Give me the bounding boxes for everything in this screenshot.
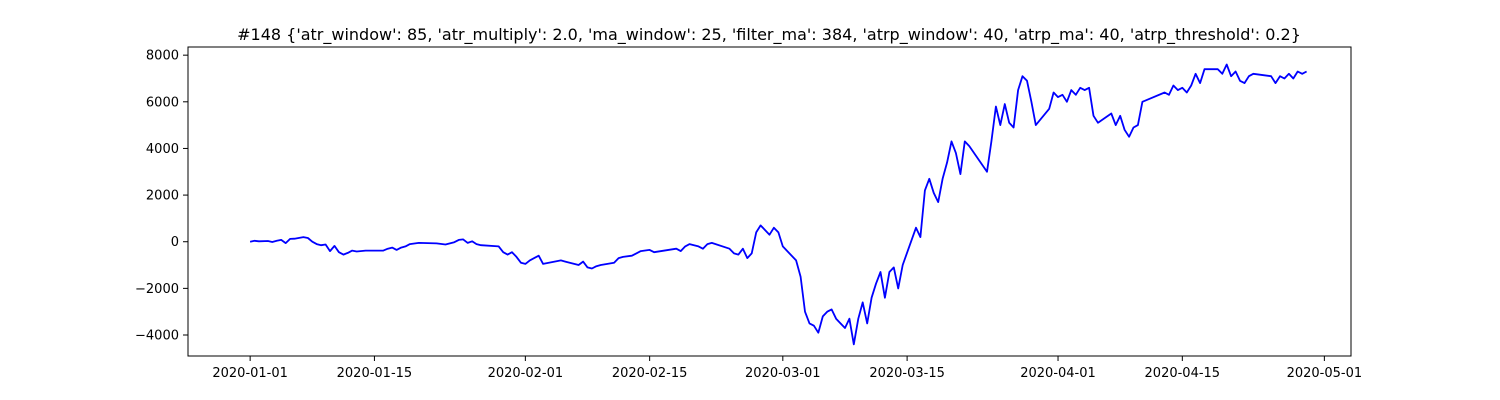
series-layer	[249, 63, 1308, 346]
plot-area-frame	[187, 46, 1352, 357]
x-tick-label: 2020-02-01	[488, 366, 564, 381]
y-tick-label: 2000	[146, 189, 179, 204]
y-axis: −4000 −2000 0 2000 4000 6000 8000	[135, 49, 188, 344]
y-tick-label: −4000	[135, 329, 179, 344]
y-tick-label: 0	[171, 235, 179, 250]
y-tick-label: 4000	[146, 142, 179, 157]
y-tick-label: 8000	[146, 49, 179, 64]
x-tick-label: 2020-05-01	[1287, 366, 1363, 381]
series-line	[249, 63, 1308, 346]
y-tick-label: 6000	[146, 95, 179, 110]
x-tick-label: 2020-04-15	[1145, 366, 1221, 381]
x-tick-label: 2020-01-15	[337, 366, 413, 381]
x-tick-label: 2020-03-15	[869, 366, 945, 381]
chart-title: #148 {'atr_window': 85, 'atr_multiply': …	[237, 25, 1301, 45]
x-tick-label: 2020-03-01	[745, 366, 821, 381]
x-tick-label: 2020-01-01	[212, 366, 288, 381]
y-tick-label: −2000	[135, 282, 179, 297]
x-axis: 2020-01-01 2020-01-15 2020-02-01 2020-02-15…	[212, 356, 1362, 381]
x-tick-label: 2020-02-15	[612, 366, 688, 381]
x-tick-label: 2020-04-01	[1020, 366, 1096, 381]
